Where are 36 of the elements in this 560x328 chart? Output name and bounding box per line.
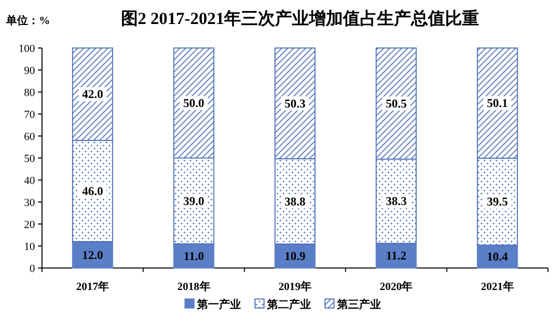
data-label: 50.0 — [183, 96, 204, 110]
data-label: 50.5 — [386, 96, 407, 111]
x-tick-label: 2018年 — [177, 280, 210, 293]
x-tick-label: 2019年 — [278, 280, 312, 293]
y-tick-label: 70 — [24, 109, 36, 121]
y-tick-label: 40 — [24, 175, 36, 187]
data-label: 39.5 — [486, 194, 508, 209]
data-label: 50.1 — [486, 96, 508, 110]
y-tick-label: 60 — [24, 131, 36, 143]
data-label: 50.3 — [284, 96, 306, 110]
y-tick-label: 90 — [24, 65, 36, 77]
data-label: 12.0 — [82, 248, 104, 262]
data-label: 46.0 — [82, 184, 104, 198]
y-tick-label: 20 — [24, 219, 36, 231]
chart-title: 图2 2017-2021年三次产业增加值占生产总值比重 — [120, 9, 480, 28]
data-label: 11.2 — [386, 248, 406, 263]
legend-label: 第三产业 — [336, 298, 381, 311]
y-tick-label: 100 — [18, 43, 36, 55]
legend-label: 第二产业 — [266, 298, 311, 311]
y-tick-label: 50 — [24, 153, 36, 165]
x-tick-label: 2021年 — [480, 280, 514, 293]
data-label: 38.8 — [284, 194, 306, 208]
x-tick-label: 2017年 — [76, 280, 110, 293]
legend-label: 第一产业 — [196, 298, 241, 311]
data-label: 10.9 — [284, 249, 306, 264]
data-label: 42.0 — [82, 87, 104, 102]
y-tick-label: 0 — [30, 263, 36, 275]
y-tick-label: 30 — [24, 197, 36, 209]
y-tick-label: 80 — [24, 87, 36, 99]
data-label: 39.0 — [183, 194, 204, 208]
y-tick-label: 10 — [24, 241, 36, 253]
data-label: 38.3 — [386, 194, 407, 208]
data-label: 11.0 — [184, 248, 204, 263]
x-tick-label: 2020年 — [380, 280, 413, 293]
data-label: 10.4 — [486, 250, 508, 264]
y-axis-title: 单位：% — [5, 14, 50, 27]
